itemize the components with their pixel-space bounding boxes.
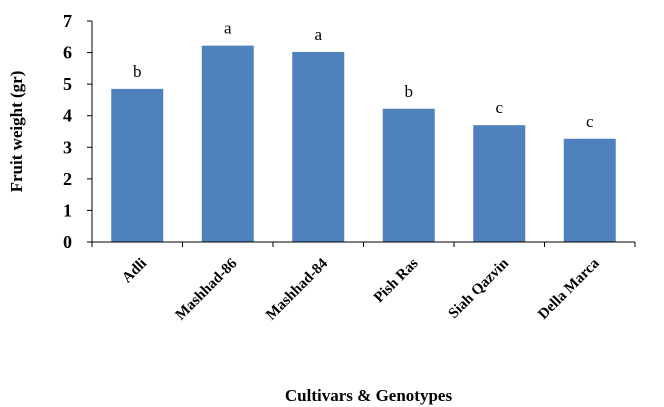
x-tick-label: Adli xyxy=(119,256,150,287)
significance-letter: b xyxy=(133,62,142,81)
significance-letter: a xyxy=(224,19,232,38)
x-tick-label: Mashhad-86 xyxy=(173,255,241,323)
x-tick-label: Siah Qazvin xyxy=(446,255,513,322)
category-labels: Adli Mashhad-86 Mashhad-84 Pish Ras Siah Qaz… xyxy=(119,255,603,323)
x-tick-label: Della Marca xyxy=(535,255,603,323)
y-tick-label: 1 xyxy=(63,200,72,220)
significance-letter: c xyxy=(495,98,503,117)
significance-letter: b xyxy=(405,82,414,101)
significance-labels: b a a b c c xyxy=(133,19,594,131)
y-tick-label: 5 xyxy=(63,74,72,94)
bar-adli xyxy=(111,88,164,242)
bar-della-marca xyxy=(563,138,616,242)
significance-letter: a xyxy=(314,25,322,44)
y-tick-label: 3 xyxy=(63,137,72,157)
x-axis-title: Cultivars & Genotypes xyxy=(285,386,453,405)
y-tick-label: 2 xyxy=(63,169,72,189)
bar-mashhad-86 xyxy=(201,45,254,242)
bars xyxy=(111,45,616,242)
y-tick-label: 6 xyxy=(63,43,72,63)
significance-letter: c xyxy=(586,112,594,131)
y-tick-label: 0 xyxy=(63,232,72,252)
bar-pish-ras xyxy=(382,108,435,242)
bar-siah-qazvin xyxy=(473,125,526,242)
y-axis-title: Fruit weight (gr) xyxy=(7,71,26,193)
bar-mashhad-84 xyxy=(292,51,345,242)
x-tick-label: Mashhad-84 xyxy=(263,255,331,323)
y-tick-label: 4 xyxy=(63,106,72,126)
y-axis-ticks: 0 1 2 3 4 5 6 7 xyxy=(63,11,636,252)
x-tick-label: Pish Ras xyxy=(371,255,422,306)
y-tick-label: 7 xyxy=(63,11,72,31)
